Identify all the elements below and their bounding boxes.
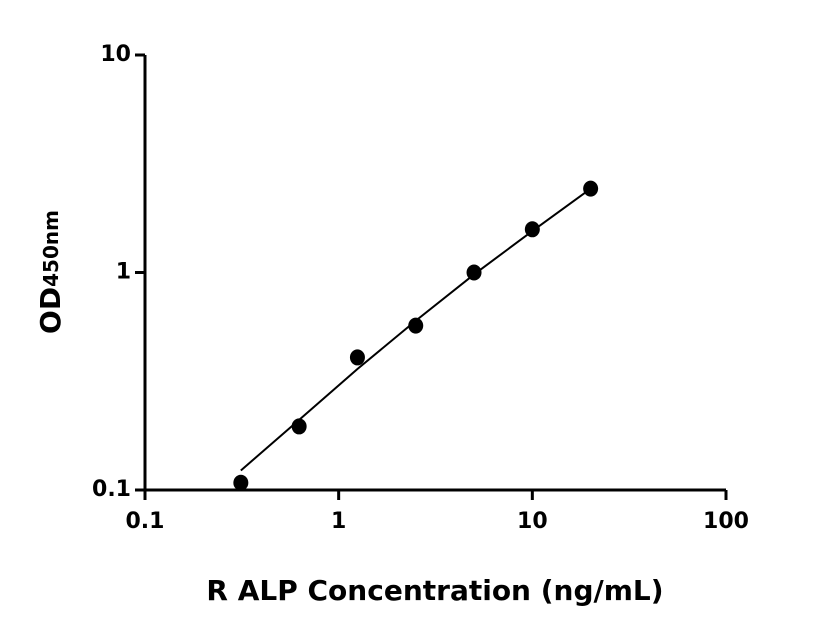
x-tick-label: 100: [703, 509, 749, 534]
x-tick-label: 1: [331, 509, 346, 534]
x-tick-label: 0.1: [126, 509, 165, 534]
x-axis-label: R ALP Concentration (ng/mL): [206, 574, 663, 607]
x-tick-label: 10: [517, 509, 548, 534]
y-axis-label-main: OD: [34, 287, 67, 334]
y-tick-label: 1: [116, 260, 131, 285]
fit-curve: [240, 187, 592, 472]
y-axis-label: OD450nm: [34, 210, 67, 334]
data-point: [349, 349, 365, 366]
data-point: [408, 317, 424, 334]
y-tick-label: 0.1: [92, 477, 131, 502]
y-tick-label: 10: [100, 42, 131, 67]
data-point: [233, 474, 249, 491]
y-axis-label-subscript: 450nm: [39, 210, 63, 287]
